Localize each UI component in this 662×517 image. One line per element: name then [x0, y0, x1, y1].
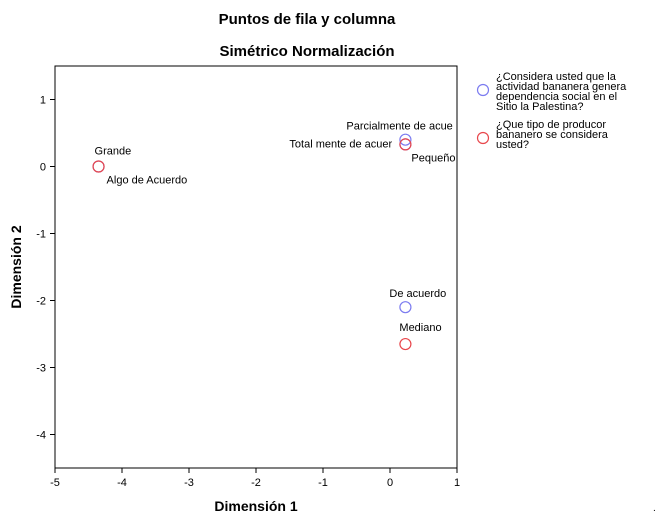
x-tick-label: -2 [251, 477, 261, 489]
data-point-marker [399, 133, 412, 146]
x-axis: -5 -4 -3 -2 -1 0 1 [50, 468, 460, 489]
data-point-label: Total mente de acuer [289, 138, 392, 150]
data-point-marker [92, 160, 105, 173]
legend-entry-text: Sitio la Palestina? [496, 101, 583, 113]
y-tick-label: -4 [36, 430, 46, 442]
data-point-label: De acuerdo [389, 288, 446, 300]
y-tick-label: 0 [40, 162, 46, 174]
y-tick-label: -3 [36, 363, 46, 375]
data-markers [92, 133, 412, 351]
data-point-marker [399, 337, 412, 351]
data-point-label: Pequeño [411, 152, 455, 164]
y-tick-label: -1 [36, 229, 46, 241]
data-point-label: Parcialmente de acue [346, 121, 452, 133]
y-axis-title: Dimensión 2 [8, 225, 24, 308]
y-axis: 1 0 -1 -2 -3 -4 [36, 95, 55, 442]
x-tick-label: -4 [117, 477, 127, 489]
chart-title: Puntos de fila y columna [219, 11, 396, 28]
x-tick-label: -5 [50, 477, 60, 489]
x-axis-title: Dimensión 1 [214, 498, 297, 514]
legend-entry-text: ¿Que tipo de producor [496, 119, 606, 131]
legend-marker [476, 131, 490, 145]
y-tick-label: -2 [36, 296, 46, 308]
x-tick-label: -1 [318, 477, 328, 489]
x-tick-label: 0 [387, 477, 393, 489]
data-point-label: Algo de Acuerdo [107, 175, 188, 187]
data-labels: Algo de Acuerdo Parcialmente de acue Total… [95, 121, 456, 334]
legend-entry-text: usted? [496, 139, 529, 151]
stray-dot: . [653, 503, 656, 514]
legend-entry-text: dependencia social en el [496, 91, 617, 103]
data-point-marker [399, 138, 412, 151]
legend-marker [476, 83, 490, 97]
x-tick-label: 1 [454, 477, 460, 489]
legend-entry-text: actividad bananera genera [496, 81, 627, 93]
data-point-label: Grande [95, 146, 132, 158]
legend-entry-text: bananero se considera [496, 129, 609, 141]
x-tick-label: -3 [184, 477, 194, 489]
legend-entry-text: ¿Considera usted que la [496, 71, 617, 83]
y-tick-label: 1 [40, 95, 46, 107]
data-point-marker [399, 301, 412, 314]
data-point-label: Mediano [399, 322, 441, 334]
chart-subtitle: Simétrico Normalización [219, 43, 394, 60]
